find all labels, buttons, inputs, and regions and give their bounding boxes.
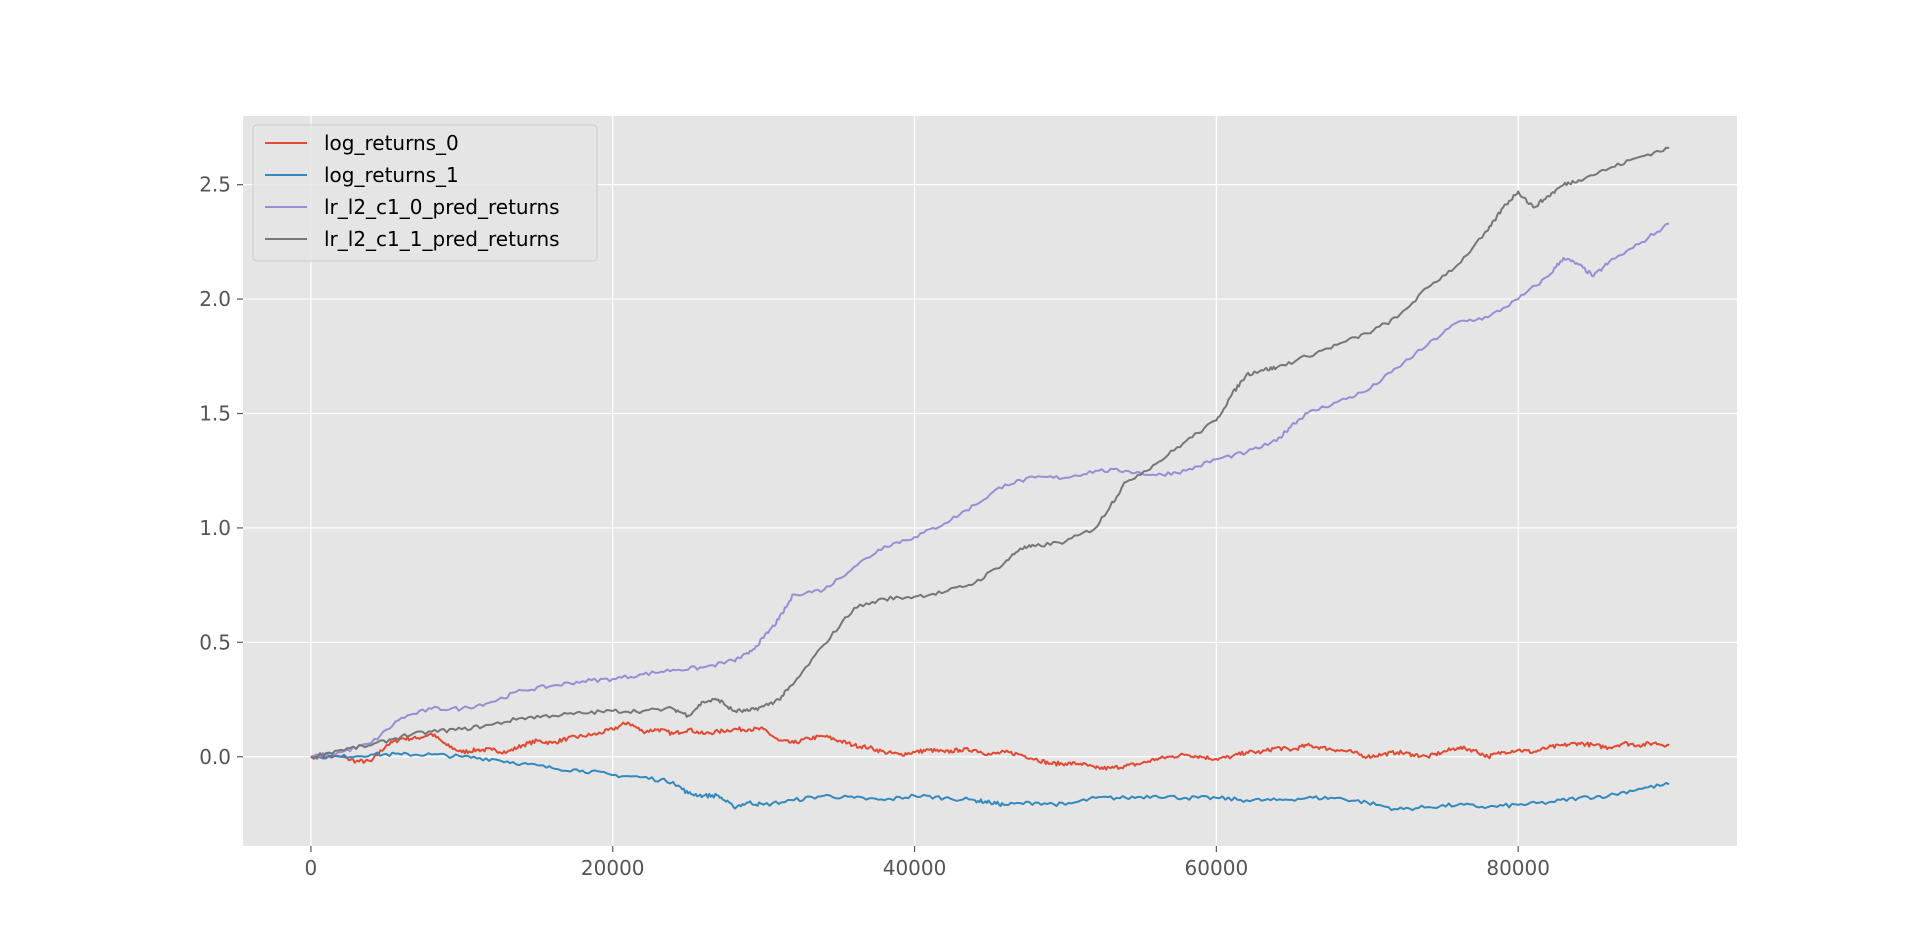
legend-box <box>252 124 598 262</box>
legend-label: log_returns_1 <box>324 163 459 187</box>
legend-label: lr_l2_c1_0_pred_returns <box>324 195 560 219</box>
x-tick-label: 80000 <box>1486 856 1550 880</box>
y-tick-label: 2.5 <box>199 173 231 197</box>
y-tick-label: 0.5 <box>199 630 231 654</box>
y-tick-label: 1.5 <box>199 401 231 425</box>
series-line-0 <box>310 721 1670 771</box>
series-lines <box>310 146 1670 812</box>
x-tick-label: 60000 <box>1185 856 1249 880</box>
series-line-2 <box>310 222 1670 758</box>
x-tick-label: 20000 <box>581 856 645 880</box>
series-line-1 <box>310 751 1670 812</box>
series-line-3 <box>310 146 1670 759</box>
y-tick-label: 0.0 <box>199 745 231 769</box>
legend-label: lr_l2_c1_1_pred_returns <box>324 227 560 251</box>
legend: log_returns_0 log_returns_1 lr_l2_c1_0_pre… <box>252 124 598 262</box>
x-axis: 0 20000 40000 60000 80000 <box>305 846 1550 880</box>
x-tick-label: 40000 <box>883 856 947 880</box>
x-tick-label: 0 <box>305 856 318 880</box>
y-tick-label: 2.0 <box>199 287 231 311</box>
y-axis: 0.0 0.5 1.0 1.5 2.0 2.5 <box>199 173 243 769</box>
y-tick-label: 1.0 <box>199 516 231 540</box>
legend-label: log_returns_0 <box>324 131 459 155</box>
grid <box>243 116 1737 846</box>
